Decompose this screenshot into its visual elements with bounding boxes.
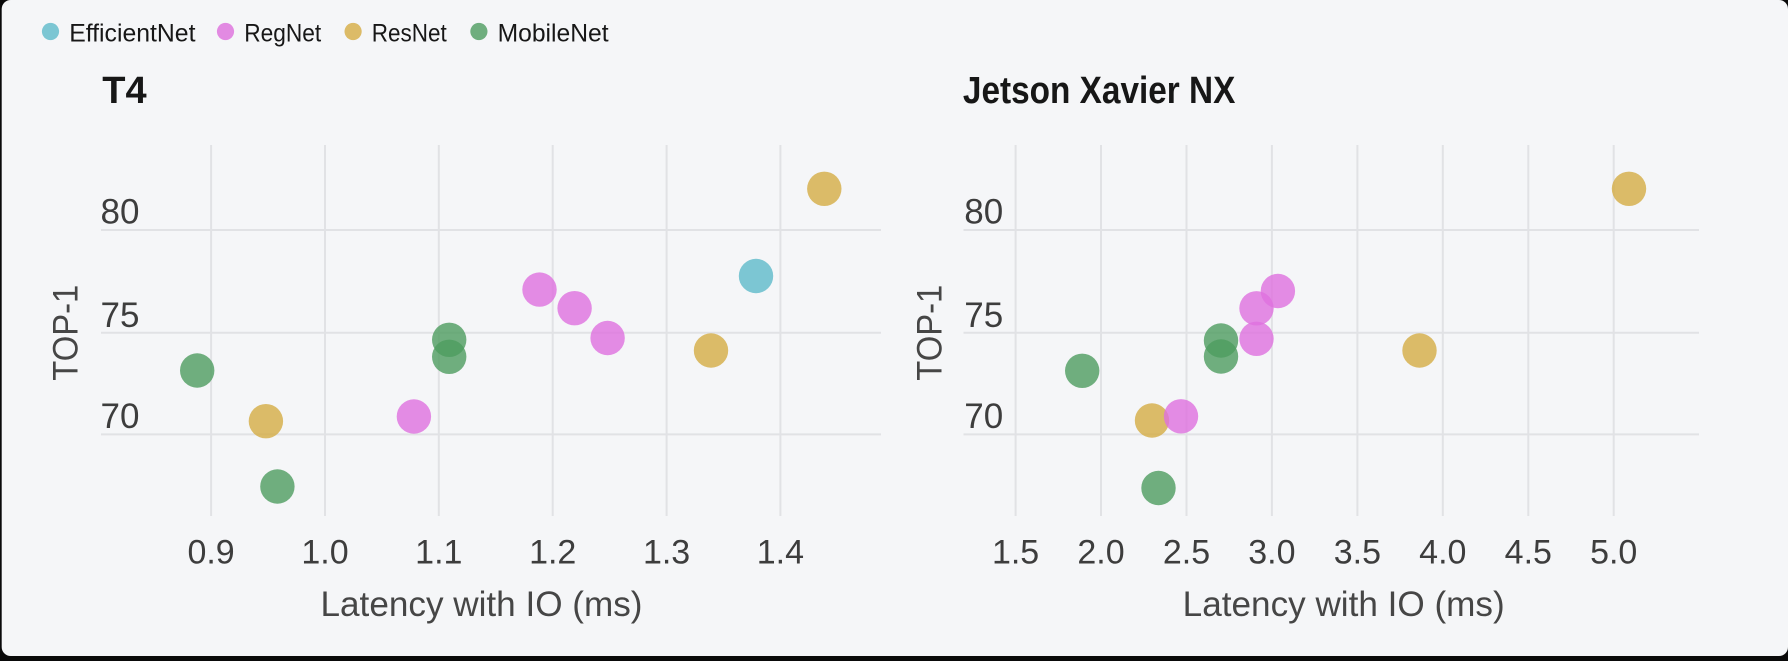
svg-text:0.9: 0.9 — [187, 533, 234, 571]
svg-text:4.0: 4.0 — [1419, 533, 1466, 571]
svg-text:3.5: 3.5 — [1334, 533, 1381, 571]
svg-text:1.2: 1.2 — [529, 533, 576, 571]
svg-text:4.5: 4.5 — [1505, 533, 1552, 571]
svg-text:1.1: 1.1 — [415, 533, 462, 571]
svg-text:Latency with IO (ms): Latency with IO (ms) — [321, 585, 643, 624]
svg-text:70: 70 — [101, 397, 140, 436]
svg-text:80: 80 — [101, 193, 140, 232]
svg-text:T4: T4 — [102, 70, 146, 112]
svg-text:1.0: 1.0 — [301, 533, 348, 571]
svg-text:75: 75 — [964, 296, 1003, 335]
svg-text:EfficientNet: EfficientNet — [69, 20, 195, 48]
svg-text:Jetson Xavier NX: Jetson Xavier NX — [963, 70, 1236, 112]
svg-text:2.5: 2.5 — [1163, 533, 1210, 571]
svg-text:75: 75 — [101, 296, 140, 335]
svg-text:Latency with IO (ms): Latency with IO (ms) — [1183, 585, 1505, 624]
svg-text:RegNet: RegNet — [244, 20, 321, 48]
svg-text:1.3: 1.3 — [643, 533, 690, 571]
svg-text:1.5: 1.5 — [992, 533, 1039, 571]
svg-text:1.4: 1.4 — [757, 533, 804, 571]
svg-text:TOP-1: TOP-1 — [47, 285, 86, 381]
svg-text:TOP-1: TOP-1 — [911, 285, 950, 381]
svg-text:3.0: 3.0 — [1248, 533, 1295, 571]
svg-text:ResNet: ResNet — [372, 20, 447, 48]
svg-text:MobileNet: MobileNet — [498, 20, 609, 48]
svg-text:70: 70 — [964, 397, 1003, 436]
svg-text:80: 80 — [964, 193, 1003, 232]
svg-text:5.0: 5.0 — [1590, 533, 1637, 571]
svg-text:2.0: 2.0 — [1077, 533, 1124, 571]
